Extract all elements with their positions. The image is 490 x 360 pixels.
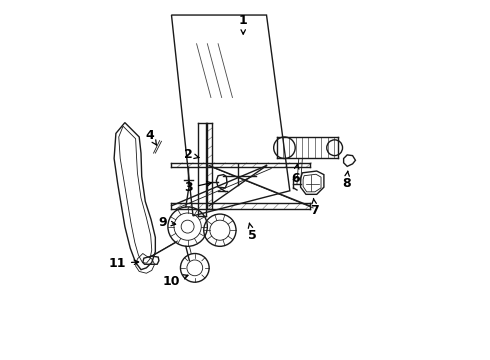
Text: 6: 6 (291, 165, 299, 185)
Text: 3: 3 (184, 181, 212, 194)
Text: 7: 7 (311, 198, 319, 217)
Text: 5: 5 (248, 223, 257, 242)
Text: 4: 4 (146, 129, 156, 145)
Text: 1: 1 (239, 14, 247, 34)
Text: 10: 10 (163, 275, 188, 288)
Text: 2: 2 (184, 148, 199, 161)
Text: 8: 8 (342, 171, 350, 190)
Text: 9: 9 (158, 216, 175, 229)
Text: 11: 11 (108, 257, 139, 270)
